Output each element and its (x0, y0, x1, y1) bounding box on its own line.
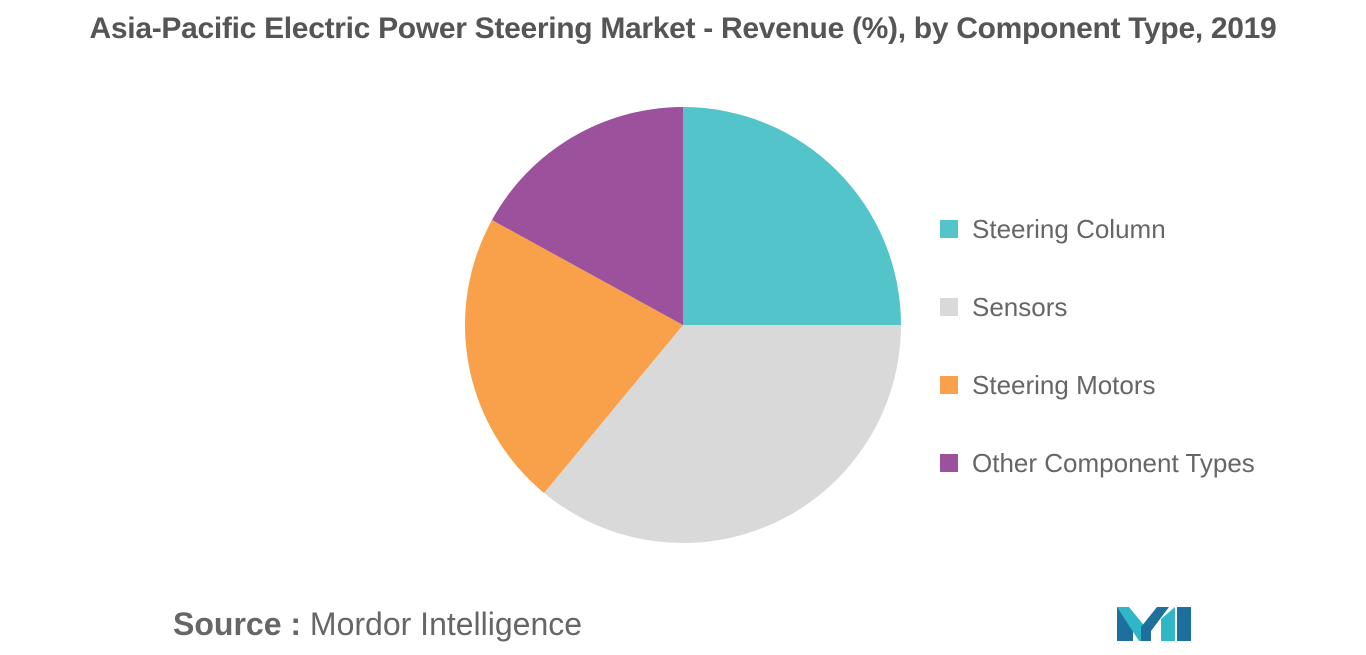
source-note: Source : Mordor Intelligence (173, 606, 582, 643)
chart-title: Asia-Pacific Electric Power Steering Mar… (89, 12, 1277, 45)
legend-item: Steering Column (940, 190, 1255, 268)
legend-swatch (940, 376, 958, 394)
legend-swatch (940, 298, 958, 316)
pie-slice-steering-motors (465, 219, 683, 493)
pie-slice-sensors (544, 325, 901, 543)
legend-swatch (940, 220, 958, 238)
legend-label: Sensors (972, 291, 1068, 322)
chart-legend: Steering Column Sensors Steering Motors Oth… (940, 190, 1255, 502)
pie-slice-steering-column (683, 107, 901, 325)
legend-item: Steering Motors (940, 346, 1255, 424)
source-value: Mordor Intelligence (309, 606, 583, 642)
pie-slice-other-component-types (491, 107, 683, 325)
legend-swatch (940, 454, 958, 472)
legend-item: Other Component Types (940, 424, 1255, 502)
legend-item: Sensors (940, 268, 1255, 346)
legend-label: Steering Motors (972, 369, 1156, 400)
legend-label: Steering Column (972, 213, 1166, 244)
legend-label: Other Component Types (972, 447, 1255, 478)
mordor-intelligence-logo-icon (1117, 607, 1191, 641)
source-label: Source : (173, 606, 302, 642)
